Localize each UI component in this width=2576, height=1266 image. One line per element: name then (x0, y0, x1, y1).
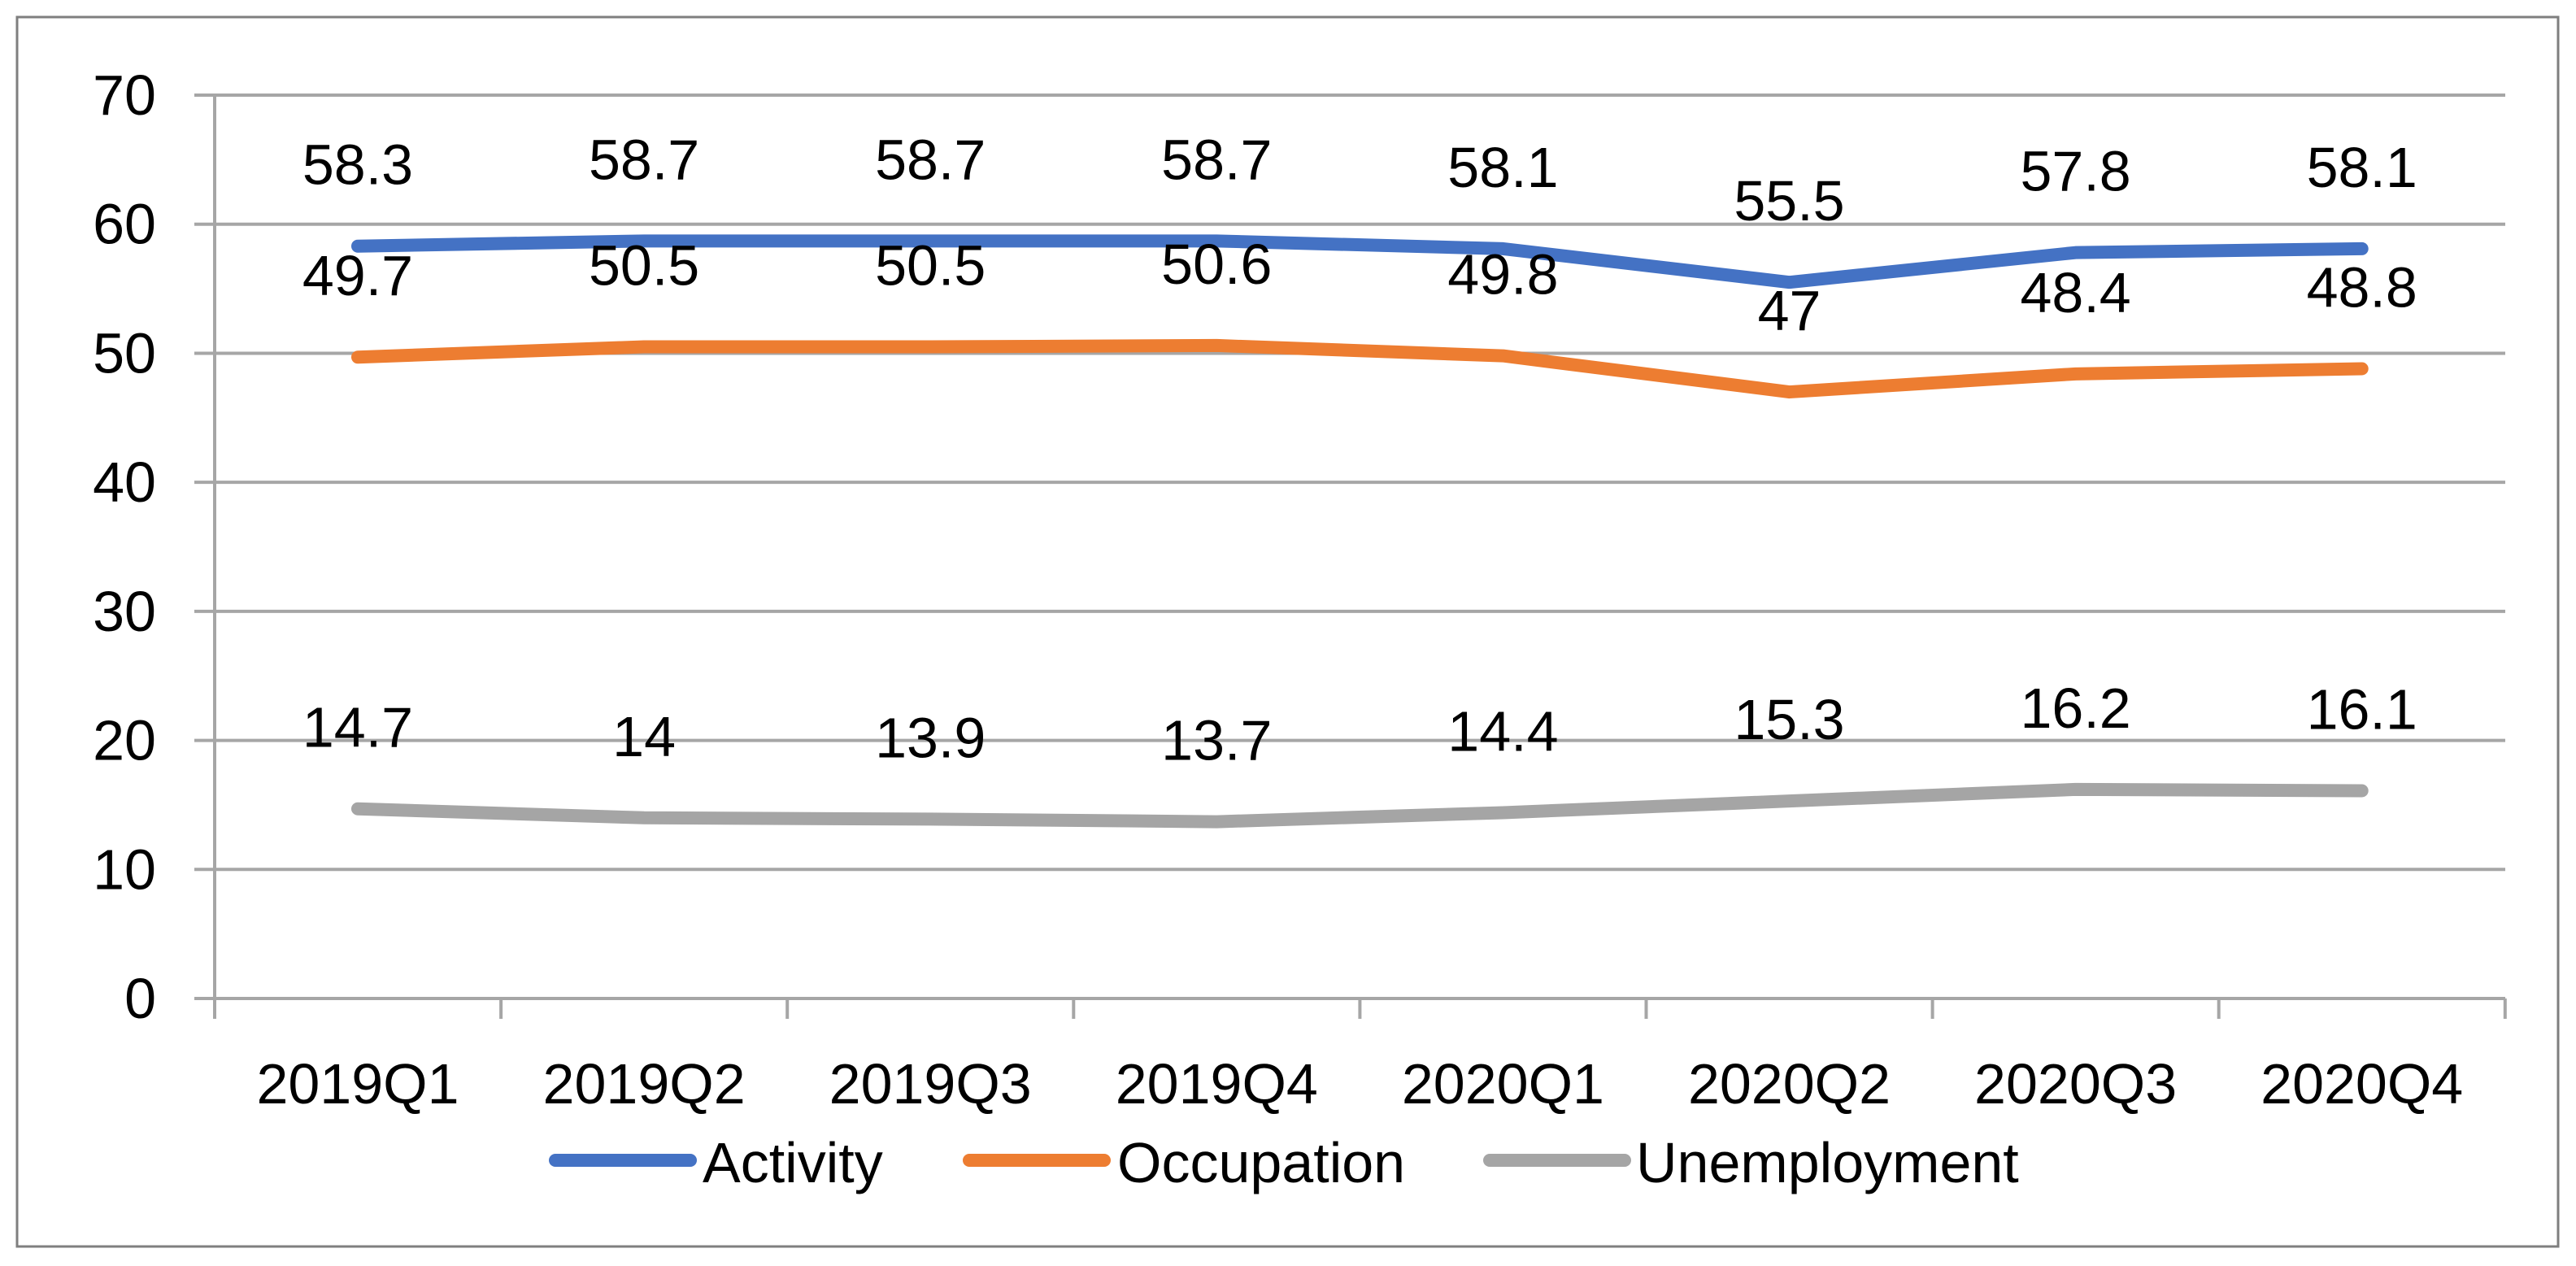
legend-label-occupation: Occupation (1117, 1131, 1405, 1194)
data-label-unemployment: 14 (612, 705, 676, 768)
data-label-unemployment: 13.9 (875, 706, 986, 769)
data-label-activity: 57.8 (2020, 140, 2130, 203)
x-axis-label: 2019Q3 (829, 1052, 1032, 1116)
y-axis-tick-label: 30 (93, 580, 156, 643)
y-axis-tick-label: 10 (93, 837, 156, 901)
series-line-activity (351, 234, 2369, 289)
y-axis-tick-label: 40 (93, 450, 156, 514)
data-label-occupation: 49.7 (302, 244, 413, 307)
x-axis-label: 2020Q1 (1402, 1052, 1604, 1116)
x-axis-label: 2020Q2 (1688, 1052, 1891, 1116)
data-label-activity: 58.3 (302, 133, 413, 197)
data-label-occupation: 48.8 (2307, 255, 2417, 319)
x-axis-label: 2020Q4 (2261, 1052, 2463, 1116)
x-axis-label: 2020Q3 (1974, 1052, 2177, 1116)
data-label-activity: 55.5 (1734, 169, 1844, 233)
data-label-activity: 58.7 (875, 128, 986, 191)
data-label-occupation: 50.5 (589, 234, 699, 298)
data-label-occupation: 50.5 (875, 234, 986, 298)
data-label-activity: 58.7 (1161, 128, 1272, 191)
series-line-unemployment (351, 782, 2369, 829)
x-axis-label: 2019Q1 (256, 1052, 459, 1116)
data-label-occupation: 49.8 (1447, 243, 1558, 307)
data-label-unemployment: 15.3 (1734, 688, 1844, 751)
data-label-occupation: 48.4 (2020, 261, 2130, 324)
data-label-unemployment: 14.7 (302, 696, 413, 759)
data-label-occupation: 50.6 (1161, 233, 1272, 296)
data-label-occupation: 47 (1758, 279, 1821, 342)
data-label-unemployment: 13.7 (1161, 709, 1272, 772)
y-axis-tick-label: 0 (124, 967, 156, 1030)
y-axis-tick-label: 20 (93, 709, 156, 772)
legend-label-unemployment: Unemployment (1636, 1131, 2019, 1194)
y-axis-tick-label: 50 (93, 321, 156, 385)
series-line-occupation (351, 338, 2369, 399)
chart-border (15, 15, 2560, 1248)
y-axis-tick-label: 60 (93, 193, 156, 256)
x-axis-label: 2019Q4 (1116, 1052, 1318, 1116)
data-label-activity: 58.7 (589, 128, 699, 191)
data-label-unemployment: 14.4 (1447, 699, 1558, 763)
data-label-activity: 58.1 (1447, 136, 1558, 199)
x-axis-label: 2019Q2 (543, 1052, 746, 1116)
data-label-unemployment: 16.2 (2020, 677, 2130, 740)
y-axis-tick-label: 70 (93, 63, 156, 127)
legend-label-activity: Activity (703, 1131, 883, 1194)
data-label-activity: 58.1 (2307, 136, 2417, 199)
data-label-unemployment: 16.1 (2307, 677, 2417, 741)
